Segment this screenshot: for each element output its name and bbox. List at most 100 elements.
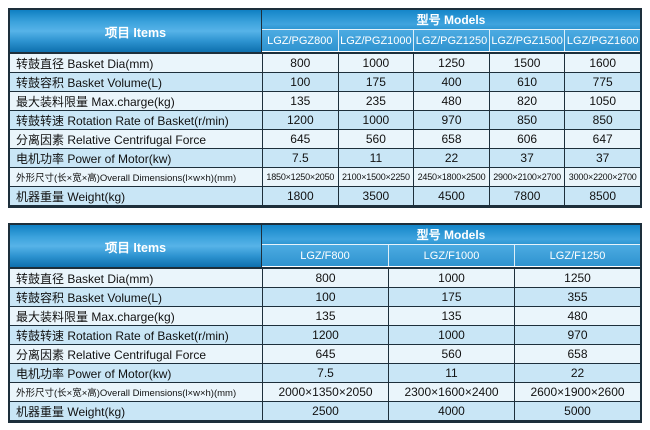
value-cell: 1600	[564, 54, 640, 72]
spec-table-lgz-pgz: 项目 Items 型号 Models LGZ/PGZ800 LGZ/PGZ1000…	[8, 8, 642, 208]
table-row: 外形尺寸(长×宽×高)Overall Dimensions(l×w×h)(mm)…	[10, 382, 640, 401]
items-header-cell: 项目 Items	[10, 10, 262, 52]
value-cell: 4500	[413, 187, 489, 205]
row-label: 转鼓容积 Basket Volume(L)	[16, 290, 163, 305]
model-column-header: LGZ/PGZ1250	[413, 30, 489, 51]
value-cell: 970	[413, 111, 489, 129]
value-cell: 22	[413, 149, 489, 167]
model-column-header: LGZ/PGZ800	[262, 30, 338, 51]
model-column-header: LGZ/PGZ1600	[564, 30, 640, 51]
value-cell: 3000×2200×2700	[564, 168, 640, 186]
value-cell: 645	[262, 130, 338, 148]
value-cell: 2000×1350×2050	[262, 383, 388, 401]
value-cell: 7800	[488, 187, 565, 205]
value-cell: 4000	[388, 402, 514, 420]
row-label: 转鼓转速 Rotation Rate of Basket(r/min)	[16, 328, 229, 343]
row-label: 分离因素 Relative Centrifugal Force	[16, 132, 207, 147]
value-cell: 2500	[262, 402, 388, 420]
value-cell: 1500	[488, 54, 565, 72]
value-cell: 658	[514, 345, 640, 363]
value-cell: 1000	[388, 326, 514, 344]
value-cell: 606	[488, 130, 565, 148]
table-row: 机器重量 Weight(kg) 2500 4000 5000	[10, 401, 640, 420]
table-row: 外形尺寸(长×宽×高)Overall Dimensions(l×w×h)(mm)…	[10, 167, 640, 186]
row-label: 电机功率 Power of Motor(kw)	[16, 366, 172, 381]
row-label: 机器重量 Weight(kg)	[16, 404, 126, 419]
table-row: 转鼓直径 Basket Dia(mm) 800 1000 1250 1500 1600	[10, 54, 640, 72]
table-row: 转鼓直径 Basket Dia(mm) 800 1000 1250	[10, 269, 640, 287]
value-cell: 5000	[514, 402, 640, 420]
value-cell: 2300×1600×2400	[388, 383, 514, 401]
value-cell: 480	[413, 92, 489, 110]
model-column-headers: LGZ/PGZ800 LGZ/PGZ1000 LGZ/PGZ1250 LGZ/PGZ1…	[262, 30, 640, 51]
value-cell: 645	[262, 345, 388, 363]
value-cell: 3500	[337, 187, 414, 205]
value-cell: 1250	[413, 54, 489, 72]
row-label: 电机功率 Power of Motor(kw)	[16, 151, 172, 166]
row-label: 最大装料限量 Max.charge(kg)	[16, 309, 175, 324]
value-cell: 2450×1800×2500	[413, 168, 489, 186]
value-cell: 1800	[262, 187, 338, 205]
model-column-header: LGZ/PGZ1500	[488, 30, 565, 51]
row-label: 外形尺寸(长×宽×高)Overall Dimensions(l×w×h)(mm)	[16, 173, 237, 184]
value-cell: 1000	[388, 269, 514, 287]
model-column-header: LGZ/PGZ1000	[337, 30, 414, 51]
value-cell: 37	[488, 149, 565, 167]
value-cell: 1250	[514, 269, 640, 287]
value-cell: 610	[488, 73, 565, 91]
table-row: 最大装料限量 Max.charge(kg) 135 235 480 820 1050	[10, 91, 640, 110]
value-cell: 1000	[337, 54, 414, 72]
value-cell: 11	[388, 364, 514, 382]
row-label: 转鼓直径 Basket Dia(mm)	[16, 56, 154, 71]
value-cell: 970	[514, 326, 640, 344]
value-cell: 658	[413, 130, 489, 148]
value-cell: 1850×1250×2050	[262, 168, 338, 186]
row-label: 机器重量 Weight(kg)	[16, 189, 126, 204]
value-cell: 480	[514, 307, 640, 325]
items-header-cell: 项目 Items	[10, 225, 262, 267]
value-cell: 175	[388, 288, 514, 306]
value-cell: 355	[514, 288, 640, 306]
value-cell: 2900×2100×2700	[488, 168, 565, 186]
row-label: 外形尺寸(长×宽×高)Overall Dimensions(l×w×h)(mm)	[16, 388, 237, 399]
value-cell: 560	[388, 345, 514, 363]
models-header-cell: 型号 Models	[262, 10, 640, 30]
value-cell: 647	[564, 130, 640, 148]
value-cell: 775	[564, 73, 640, 91]
value-cell: 235	[337, 92, 414, 110]
value-cell: 800	[262, 269, 388, 287]
value-cell: 1000	[337, 111, 414, 129]
models-header-block: 型号 Models LGZ/PGZ800 LGZ/PGZ1000 LGZ/PGZ12…	[262, 10, 640, 52]
table-row: 转鼓转速 Rotation Rate of Basket(r/min) 1200 1…	[10, 110, 640, 129]
value-cell: 1200	[262, 111, 338, 129]
value-cell: 37	[564, 149, 640, 167]
table-row: 电机功率 Power of Motor(kw) 7.5 11 22 37 37	[10, 148, 640, 167]
table-row: 机器重量 Weight(kg) 1800 3500 4500 7800 8500	[10, 186, 640, 205]
row-label: 最大装料限量 Max.charge(kg)	[16, 94, 175, 109]
models-header-cell: 型号 Models	[262, 225, 640, 245]
value-cell: 560	[337, 130, 414, 148]
models-header-block: 型号 Models LGZ/F800 LGZ/F1000 LGZ/F1250	[262, 225, 640, 267]
value-cell: 2600×1900×2600	[514, 383, 640, 401]
table-row: 转鼓转速 Rotation Rate of Basket(r/min) 1200 1…	[10, 325, 640, 344]
model-column-header: LGZ/F1250	[514, 245, 640, 266]
value-cell: 22	[514, 364, 640, 382]
value-cell: 850	[488, 111, 565, 129]
model-column-headers: LGZ/F800 LGZ/F1000 LGZ/F1250	[262, 245, 640, 266]
model-column-header: LGZ/F800	[262, 245, 388, 266]
table-row: 转鼓容积 Basket Volume(L) 100 175 400 610 775	[10, 72, 640, 91]
table-body: 转鼓直径 Basket Dia(mm) 800 1000 1250 转鼓容积 Baske…	[10, 267, 640, 420]
value-cell: 11	[337, 149, 414, 167]
value-cell: 1050	[564, 92, 640, 110]
value-cell: 100	[262, 73, 338, 91]
row-label: 转鼓转速 Rotation Rate of Basket(r/min)	[16, 113, 229, 128]
table-header: 项目 Items 型号 Models LGZ/PGZ800 LGZ/PGZ1000…	[10, 10, 640, 52]
value-cell: 7.5	[262, 149, 338, 167]
value-cell: 1200	[262, 326, 388, 344]
table-body: 转鼓直径 Basket Dia(mm) 800 1000 1250 1500 1600 转鼓…	[10, 52, 640, 205]
value-cell: 135	[388, 307, 514, 325]
table-row: 转鼓容积 Basket Volume(L) 100 175 355	[10, 287, 640, 306]
model-column-header: LGZ/F1000	[388, 245, 514, 266]
spec-table-lgz-f: 项目 Items 型号 Models LGZ/F800 LGZ/F1000 LGZ/…	[8, 223, 642, 423]
